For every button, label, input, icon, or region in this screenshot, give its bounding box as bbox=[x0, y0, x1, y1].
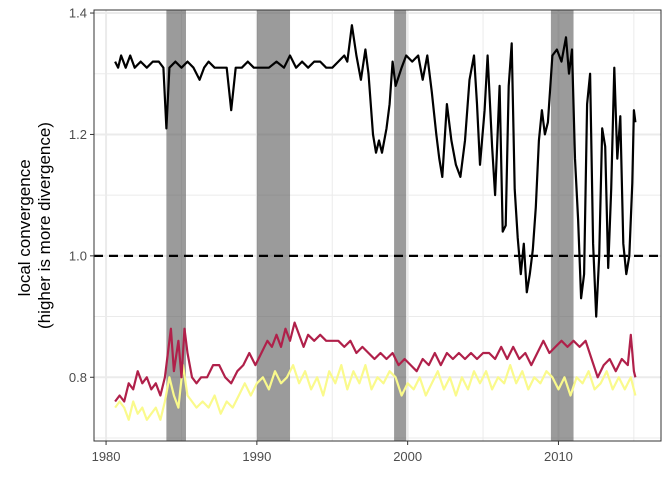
y-axis-title-line-2: (higher is more divergence) bbox=[35, 122, 54, 329]
y-tick-label: 1.0 bbox=[69, 248, 87, 263]
x-tick-label: 2010 bbox=[544, 449, 573, 464]
x-tick-label: 1990 bbox=[242, 449, 271, 464]
x-tick-label: 1980 bbox=[92, 449, 121, 464]
recession-band bbox=[256, 10, 291, 441]
y-axis-title-line-1: local convergence bbox=[15, 159, 34, 296]
panel-border bbox=[93, 9, 662, 442]
recession-band bbox=[550, 10, 574, 441]
series-line bbox=[114, 364, 637, 421]
axes: 1980 1990 2000 2010 0.8 1.0 1.2 1.4 bbox=[69, 6, 573, 464]
x-tick-label: 2000 bbox=[393, 449, 422, 464]
y-tick-label: 1.4 bbox=[69, 6, 87, 21]
y-axis-title: local convergence (higher is more diverg… bbox=[15, 122, 54, 329]
y-tick-label: 0.8 bbox=[69, 370, 87, 385]
y-tick-label: 1.2 bbox=[69, 127, 87, 142]
series-line bbox=[114, 24, 637, 318]
recession-band bbox=[394, 10, 407, 441]
series-line bbox=[114, 321, 637, 403]
data-series bbox=[114, 24, 637, 421]
